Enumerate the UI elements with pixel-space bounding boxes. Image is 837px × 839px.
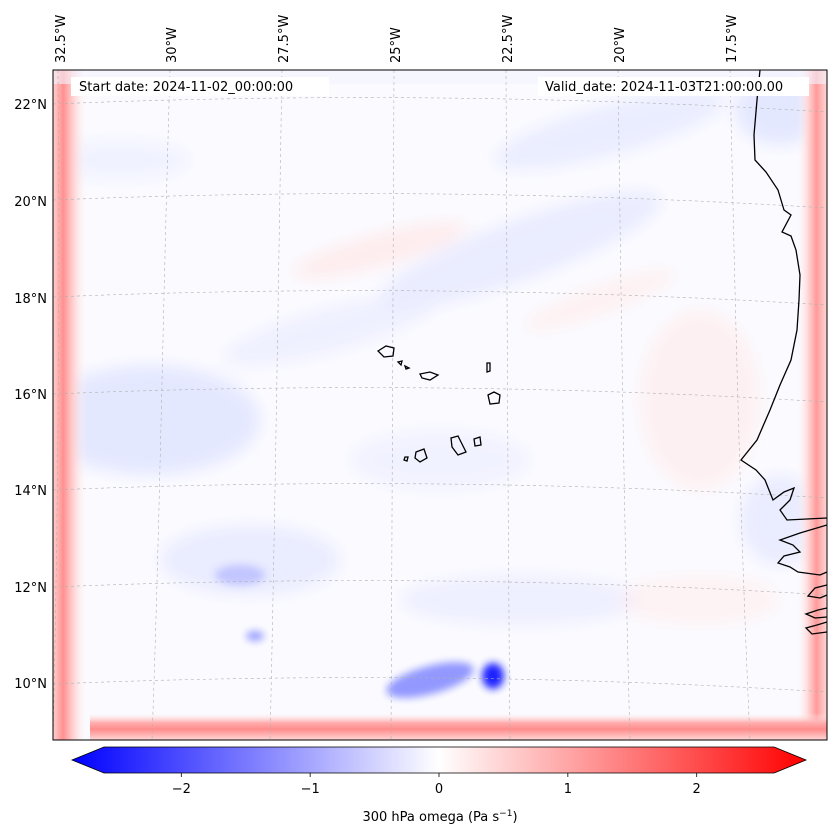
lat-label-20n: 20°N [14, 195, 47, 210]
valid-date-box: Valid_date: 2024-11-03T21:00:00.00 [538, 77, 809, 96]
lat-label-22n: 22°N [14, 98, 47, 113]
colorbar-title: 300 hPa omega (Pa s−1) [362, 809, 517, 825]
lat-label-18n: 18°N [14, 292, 47, 307]
map-frame [52, 69, 828, 741]
longitude-labels: 32.5°W 30°W 27.5°W 25°W 22.5°W 20°W 17.5… [54, 15, 740, 63]
lon-label-17-5w: 17.5°W [725, 15, 740, 63]
lon-label-32-5w: 32.5°W [54, 15, 69, 63]
lon-label-27-5w: 27.5°W [277, 15, 292, 63]
lon-label-30w: 30°W [165, 27, 180, 63]
graticule [53, 70, 827, 740]
left-boundary-band [53, 70, 87, 740]
omega-map: Start date: 2024-11-02_00:00:00 Valid_da… [53, 70, 827, 740]
colorbar-tick-label: 1 [564, 782, 572, 797]
right-boundary-band [797, 70, 827, 740]
lat-label-12n: 12°N [14, 581, 47, 596]
lat-label-16n: 16°N [14, 388, 47, 403]
colorbar-tick-label: 2 [693, 782, 701, 797]
lon-label-25w: 25°W [389, 27, 404, 63]
lat-label-10n: 10°N [14, 677, 47, 692]
colorbar-bar [70, 746, 808, 774]
lon-label-20w: 20°W [613, 27, 628, 63]
valid-date-text: Valid_date: 2024-11-03T21:00:00.00 [545, 80, 783, 95]
colorbar-tick-label: −1 [301, 782, 320, 797]
africa-coastline [740, 70, 827, 635]
lat-label-14n: 14°N [14, 484, 47, 499]
cape-verde-islands [376, 345, 501, 463]
start-date-text: Start date: 2024-11-02_00:00:00 [79, 80, 293, 95]
negative-omega-core [215, 565, 504, 698]
colorbar: −2 −1 0 1 2 300 hPa omega (Pa s−1) [70, 746, 808, 825]
colorbar-ticks: −2 −1 0 1 2 [172, 773, 701, 797]
start-date-box: Start date: 2024-11-02_00:00:00 [71, 77, 329, 96]
colorbar-tick-label: 0 [435, 782, 443, 797]
lon-label-22-5w: 22.5°W [501, 15, 516, 63]
bottom-boundary-band [90, 713, 827, 740]
latitude-labels: 22°N 20°N 18°N 16°N 14°N 12°N 10°N [14, 98, 47, 692]
colorbar-tick-label: −2 [172, 782, 191, 797]
